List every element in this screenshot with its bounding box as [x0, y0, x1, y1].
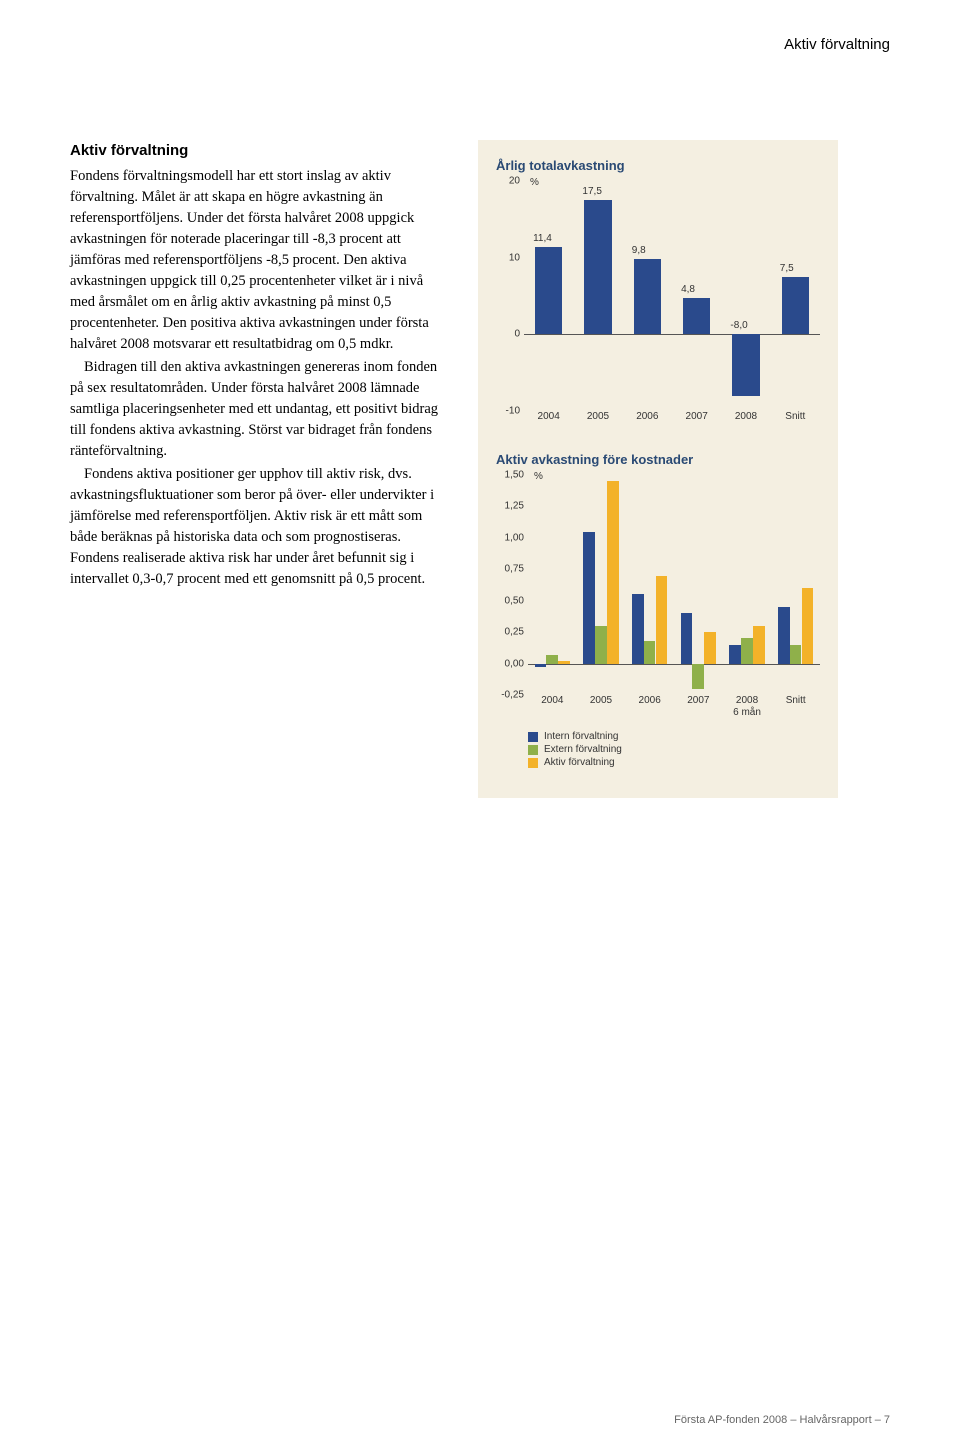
chart2-x-axis: 200420052006200720086 månSnitt [528, 695, 820, 719]
chart2-ytick: 0,50 [505, 595, 528, 606]
chart2-zero-line [528, 664, 820, 665]
legend-label: Intern förvaltning [544, 731, 619, 742]
chart1-bar [683, 298, 710, 335]
chart2-ytick: 1,00 [505, 532, 528, 543]
chart2-bar [535, 664, 547, 668]
body-p2: Bidragen till den aktiva avkastningen ge… [70, 357, 450, 462]
chart1-value-label: 7,5 [780, 263, 794, 274]
chart1-ytick: 0 [514, 329, 524, 340]
chart2-bar [704, 632, 716, 663]
text-column: Aktiv förvaltning Fondens förvaltningsmo… [70, 140, 450, 798]
chart2-title: Aktiv avkastning före kostnader [496, 452, 820, 467]
chart2-xlabel: 2004 [528, 695, 577, 719]
chart1-unit: % [530, 177, 539, 188]
chart1-box: Årlig totalavkastning % -10 0 10 20 11,4 17,5… [496, 158, 820, 422]
legend-label: Aktiv förvaltning [544, 757, 615, 768]
page-footer: Första AP-fonden 2008 – Halvårsrapport –… [674, 1414, 890, 1426]
chart1-value-label: 9,8 [632, 245, 646, 256]
chart2-bar [729, 645, 741, 664]
chart1-bar [782, 277, 809, 335]
chart1-xlabel: 2007 [672, 411, 721, 422]
chart2-ytick: -0,25 [501, 690, 528, 701]
chart1-value-label: 4,8 [681, 284, 695, 295]
chart1-xlabel: Snitt [771, 411, 820, 422]
chart1-xlabel: 2006 [623, 411, 672, 422]
page: Aktiv förvaltning Aktiv förvaltning Fond… [0, 0, 960, 1454]
chart1-value-label: -8,0 [730, 320, 747, 331]
chart1-value-label: 11,4 [533, 233, 552, 244]
chart2-bar [753, 626, 765, 664]
chart2-bar [656, 576, 668, 664]
chart2-ytick: 1,50 [505, 470, 528, 481]
chart1-xlabel: 2004 [524, 411, 573, 422]
chart2-bar [644, 641, 656, 664]
section-title: Aktiv förvaltning [70, 140, 450, 162]
legend-swatch [528, 758, 538, 768]
chart2-plot-area: % -0,250,000,250,500,751,001,251,50 [528, 475, 820, 695]
chart2-bar [778, 607, 790, 664]
body-p3: Fondens aktiva positioner ger upphov til… [70, 464, 450, 590]
chart2-bar [595, 626, 607, 664]
legend-swatch [528, 732, 538, 742]
chart2-legend: Intern förvaltning Extern förvaltning Akti… [528, 731, 820, 768]
chart2-ytick: 1,25 [505, 501, 528, 512]
chart2-xlabel: Snitt [771, 695, 820, 719]
chart2-xlabel: 2005 [577, 695, 626, 719]
legend-swatch [528, 745, 538, 755]
chart1-ytick: 10 [509, 252, 524, 263]
chart2-bar [632, 594, 644, 663]
chart2-box: Aktiv avkastning före kostnader % -0,250… [496, 452, 820, 768]
chart1-bar [634, 259, 661, 334]
chart1-bar [584, 200, 611, 334]
chart-column: Årlig totalavkastning % -10 0 10 20 11,4 17,5… [478, 140, 838, 798]
chart1-bar [732, 334, 759, 395]
chart2-legend-item: Aktiv förvaltning [528, 757, 820, 768]
chart2-bar [681, 613, 693, 663]
chart1-xlabel: 2008 [721, 411, 770, 422]
chart2-ytick: 0,00 [505, 658, 528, 669]
chart2-bar [583, 532, 595, 664]
chart2-xlabel: 20086 mån [723, 695, 772, 719]
chart2-bar [607, 481, 619, 663]
chart2-xlabel: 2007 [674, 695, 723, 719]
chart1-ytick: 20 [509, 176, 524, 187]
chart1-plot-area: % -100102011,417,59,84,8-8,07,5 [524, 181, 820, 411]
chart1-value-label: 17,5 [582, 186, 601, 197]
chart1-xlabel: 2005 [573, 411, 622, 422]
legend-label: Extern förvaltning [544, 744, 622, 755]
chart2-bar [692, 664, 704, 689]
chart2-legend-item: Intern förvaltning [528, 731, 820, 742]
body-p1: Fondens förvaltningsmodell har ett stort… [70, 166, 450, 355]
header-category: Aktiv förvaltning [784, 36, 890, 53]
chart2-bar [558, 661, 570, 664]
chart2-ytick: 0,75 [505, 564, 528, 575]
chart2-legend-item: Extern förvaltning [528, 744, 820, 755]
chart1-x-axis: 20042005200620072008Snitt [524, 411, 820, 422]
chart1-ytick: -10 [506, 406, 524, 417]
chart2-bar [741, 638, 753, 663]
chart2-bar [802, 588, 814, 663]
chart2-unit: % [534, 471, 543, 482]
chart2-xlabel: 2006 [625, 695, 674, 719]
chart1-bar [535, 247, 562, 334]
chart2-ytick: 0,25 [505, 627, 528, 638]
chart2-bar [546, 655, 558, 664]
chart1-title: Årlig totalavkastning [496, 158, 820, 173]
content-row: Aktiv förvaltning Fondens förvaltningsmo… [70, 140, 890, 798]
chart1-zero-line [524, 334, 820, 335]
chart2-bar [790, 645, 802, 664]
